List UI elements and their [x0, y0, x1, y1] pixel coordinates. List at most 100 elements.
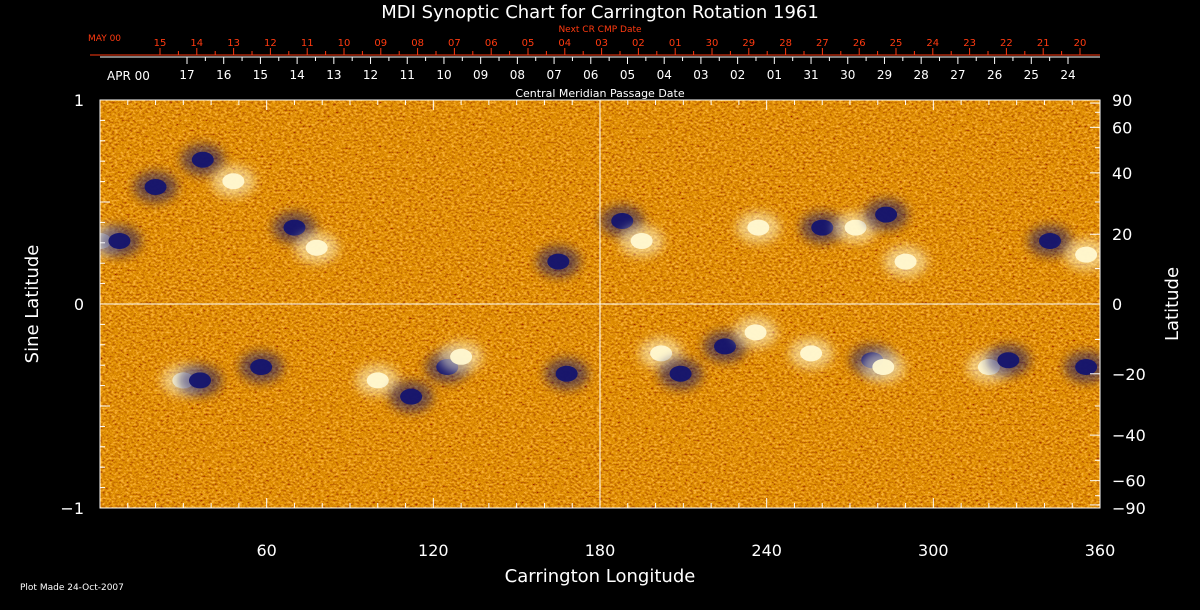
- y-right-tick-label: −40: [1112, 426, 1146, 445]
- active-region-core: [747, 219, 770, 236]
- y-left-tick-label: −1: [60, 499, 84, 518]
- active-region-core: [547, 253, 570, 270]
- cmp-tick-label: 05: [620, 68, 635, 82]
- plot-area: [100, 100, 1100, 508]
- y-left-tick-label: 1: [74, 91, 84, 110]
- cmp-tick-label: 31: [803, 68, 818, 82]
- active-region-core: [630, 232, 653, 249]
- cmp-tick-label: 27: [950, 68, 965, 82]
- y-axis-left: 1 0 −1: [60, 91, 110, 518]
- active-region-core: [191, 151, 214, 168]
- next-cr-tick-label: 06: [485, 38, 498, 49]
- active-region-core: [222, 173, 245, 190]
- cmp-tick-label: 26: [987, 68, 1002, 82]
- x-tick-label: 60: [256, 541, 276, 560]
- y-right-tick-label: −90: [1112, 499, 1146, 518]
- active-region-core: [366, 372, 389, 389]
- next-cr-tick-label: 10: [338, 38, 351, 49]
- y-axis-right: 90 60 40 20 0 −20 −40 −60 −90: [1090, 91, 1146, 518]
- next-cr-tick-label: 26: [853, 38, 866, 49]
- active-region-core: [800, 345, 823, 362]
- next-cr-tick-label: 29: [742, 38, 755, 49]
- x-axis: 60 120 180 240 300 360: [99, 100, 1116, 560]
- cmp-tick-label: 02: [730, 68, 745, 82]
- y-right-tick-label: −60: [1112, 472, 1146, 491]
- cmp-tick-label: 01: [767, 68, 782, 82]
- active-region-core: [844, 219, 867, 236]
- cmp-tick-label: 30: [840, 68, 855, 82]
- active-region-core: [305, 239, 328, 256]
- cmp-tick-label: 04: [657, 68, 672, 82]
- cmp-tick-label: 14: [289, 68, 304, 82]
- y-right-tick-label: 40: [1112, 164, 1132, 183]
- active-region-core: [108, 232, 131, 249]
- active-region-core: [811, 219, 834, 236]
- y-right-tick-label: 60: [1112, 118, 1132, 137]
- next-cr-tick-label: 30: [706, 38, 719, 49]
- next-cr-tick-label: 01: [669, 38, 682, 49]
- next-cr-tick-label: 08: [411, 38, 424, 49]
- x-tick-label: 240: [751, 541, 782, 560]
- next-cr-tick-label: 05: [522, 38, 535, 49]
- cmp-tick-label: 24: [1060, 68, 1075, 82]
- cmp-tick-label: 10: [436, 68, 451, 82]
- next-cr-tick-label: 25: [890, 38, 903, 49]
- active-regions: [100, 143, 1100, 413]
- next-cr-month-label: MAY 00: [88, 34, 121, 44]
- next-cr-tick-label: 11: [301, 38, 314, 49]
- cmp-tick-label: 17: [179, 68, 194, 82]
- next-cr-tick-label: 14: [190, 38, 203, 49]
- active-region-core: [1075, 359, 1098, 376]
- active-region-core: [875, 206, 898, 223]
- active-region-core: [283, 219, 306, 236]
- next-cr-tick-label: 12: [264, 38, 277, 49]
- active-region-core: [555, 365, 578, 382]
- active-region-core: [189, 372, 211, 389]
- y-left-tick-label: 0: [74, 295, 84, 314]
- cmp-tick-label: 06: [583, 68, 598, 82]
- cmp-tick-label: 07: [546, 68, 561, 82]
- next-cr-tick-label: 24: [926, 38, 939, 49]
- cmp-month-label: APR 00: [107, 69, 150, 83]
- active-region-core: [744, 324, 767, 341]
- next-cr-tick-label: 27: [816, 38, 829, 49]
- next-cr-tick-label: 22: [1000, 38, 1013, 49]
- active-region-core: [400, 388, 423, 405]
- cmp-tick-label: 16: [216, 68, 231, 82]
- cmp-tick-label: 03: [693, 68, 708, 82]
- active-region-core: [144, 178, 167, 195]
- next-cr-tick-label: 15: [154, 38, 167, 49]
- plot-made-note: Plot Made 24-Oct-2007: [20, 583, 124, 593]
- y-right-tick-label: −20: [1112, 365, 1146, 384]
- active-region-core: [250, 359, 273, 376]
- y-axis-label-right: Latitude: [1162, 267, 1183, 341]
- x-tick-label: 120: [418, 541, 449, 560]
- next-cr-tick-label: 07: [448, 38, 461, 49]
- cmp-tick-label: 28: [914, 68, 929, 82]
- active-region-core: [894, 253, 917, 270]
- cmp-tick-label: 29: [877, 68, 892, 82]
- active-region-core: [1039, 232, 1061, 249]
- next-cr-tick-label: 02: [632, 38, 645, 49]
- x-tick-label: 360: [1085, 541, 1116, 560]
- cmp-tick-label: 15: [253, 68, 268, 82]
- cmp-axis-title: Central Meridian Passage Date: [515, 87, 684, 100]
- y-axis-label-left: Sine Latitude: [22, 245, 43, 364]
- next-cr-tick-label: 04: [558, 38, 571, 49]
- active-region-core: [872, 359, 895, 376]
- next-cr-tick-label: 23: [963, 38, 976, 49]
- x-tick-label: 300: [918, 541, 949, 560]
- cmp-tick-label: 13: [326, 68, 341, 82]
- chart-title: MDI Synoptic Chart for Carrington Rotati…: [381, 2, 819, 23]
- cmp-date-axis: 17 16 15 14 13 12 11 10 09 08 07 06 05 04 03 02 01 31 30 29…: [100, 56, 1100, 82]
- active-region-core: [997, 352, 1020, 369]
- next-cr-tick-label: 20: [1074, 38, 1087, 49]
- active-region-core: [1075, 246, 1098, 263]
- next-cr-axis-title: Next CR CMP Date: [558, 25, 642, 35]
- cmp-tick-label: 08: [510, 68, 525, 82]
- cmp-tick-label: 11: [400, 68, 415, 82]
- y-right-tick-label: 90: [1112, 91, 1132, 110]
- active-region-core: [650, 345, 673, 362]
- cmp-tick-label: 09: [473, 68, 488, 82]
